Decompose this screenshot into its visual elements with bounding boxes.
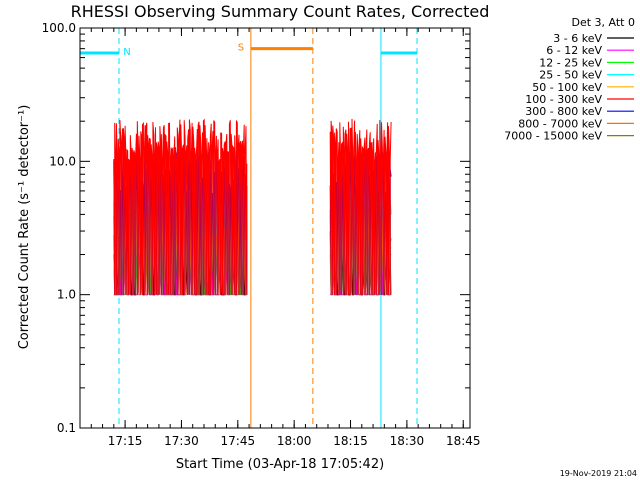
- x-tick-label: 17:15: [108, 434, 143, 448]
- legend-label: 7000 - 15000 keV: [504, 130, 602, 143]
- x-tick-label: 17:30: [164, 434, 199, 448]
- footer-timestamp: 19-Nov-2019 21:04: [560, 469, 637, 478]
- x-tick-label: 18:30: [390, 434, 425, 448]
- legend-label: 50 - 100 keV: [532, 81, 602, 94]
- legend-label: 25 - 50 keV: [539, 69, 602, 82]
- x-tick-label: 18:15: [333, 434, 368, 448]
- legend-header: Det 3, Att 0: [572, 16, 636, 29]
- x-tick-label: 17:45: [221, 434, 256, 448]
- x-tick-label: 18:45: [446, 434, 481, 448]
- y-axis-label: Corrected Count Rate (s⁻¹ detector⁻¹): [17, 105, 32, 350]
- legend-label: 12 - 25 keV: [539, 56, 602, 69]
- legend-label: 100 - 300 keV: [525, 93, 602, 106]
- y-tick-label: 1.0: [57, 288, 76, 302]
- flag-label: S: [238, 43, 244, 54]
- x-axis-label: Start Time (03-Apr-18 17:05:42): [176, 457, 384, 472]
- series-line: [329, 118, 392, 295]
- legend-label: 6 - 12 keV: [546, 44, 602, 57]
- y-tick-label: 0.1: [57, 421, 76, 435]
- legend-label: 3 - 6 keV: [553, 32, 602, 45]
- y-tick-label: 10.0: [49, 154, 76, 168]
- series-line: [113, 118, 248, 295]
- legend-label: 800 - 7000 keV: [518, 117, 602, 130]
- chart-title: RHESSI Observing Summary Count Rates, Co…: [71, 2, 490, 21]
- legend-label: 300 - 800 keV: [525, 105, 602, 118]
- x-tick-label: 18:00: [277, 434, 312, 448]
- flag-label: N: [123, 47, 130, 58]
- plot-frame: [79, 27, 471, 429]
- y-tick-label: 100.0: [42, 21, 76, 35]
